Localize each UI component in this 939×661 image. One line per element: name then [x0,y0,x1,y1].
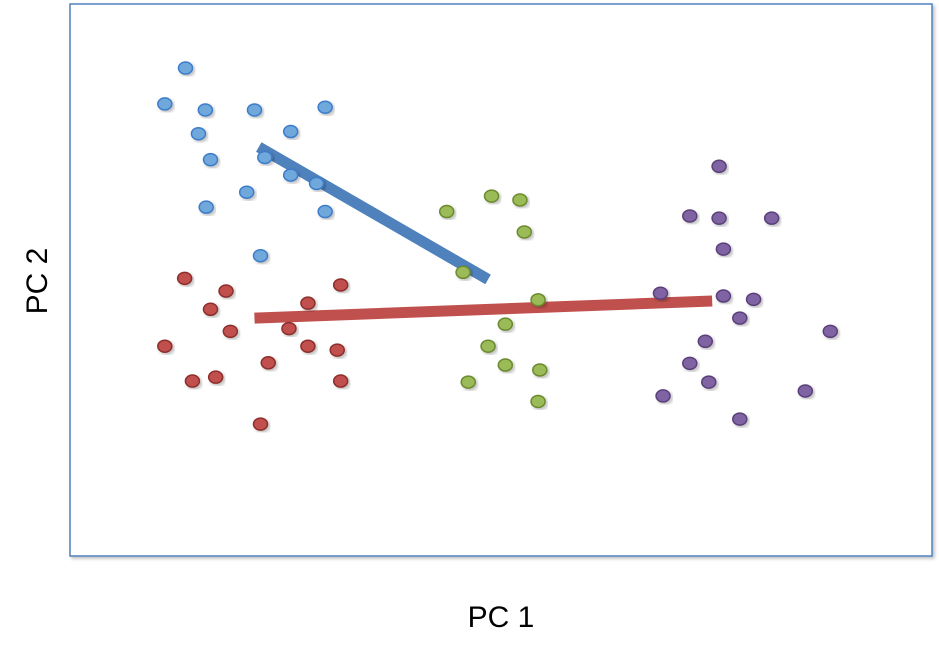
data-point [308,176,325,191]
data-point [745,292,762,307]
data-points [157,61,839,431]
data-point [682,209,698,223]
data-point [252,248,269,263]
data-point [532,363,548,377]
data-point [797,384,814,398]
data-point [282,124,299,139]
data-point [655,389,671,403]
data-point [177,61,194,75]
series-2 [157,271,349,431]
data-point [460,375,476,389]
data-point [317,204,333,219]
data-point [281,321,297,336]
data-point [317,100,333,114]
data-point [202,302,219,317]
data-point [257,150,273,165]
data-point [300,296,316,310]
data-point [530,394,546,409]
data-point [652,286,669,300]
data-point [252,417,269,431]
data-point [190,126,207,141]
data-point [700,375,717,389]
trend-lines [254,142,713,324]
data-point [455,265,471,280]
data-point [157,339,173,353]
data-point [176,271,193,286]
data-point [282,168,299,182]
data-point [198,200,214,214]
data-point [480,339,496,353]
data-point [530,293,546,307]
data-point [822,324,839,339]
data-point [332,374,349,388]
data-point [715,242,732,256]
data-point [238,185,255,199]
data-point [497,358,514,372]
data-point [682,356,698,371]
data-point [246,103,263,117]
series-3 [438,189,548,409]
data-point [222,324,239,339]
data-point [732,412,748,426]
data-point [711,211,727,225]
data-point [329,343,345,357]
data-point [516,225,533,239]
data-point [207,370,224,384]
data-point [763,211,780,225]
series-1 [157,61,333,263]
data-point [157,97,173,111]
data-point [300,339,316,353]
data-point [438,204,455,219]
data-point [332,278,349,292]
data-point [715,289,732,303]
data-point [732,311,748,325]
data-point [512,193,528,207]
data-point [260,356,277,370]
data-point [184,374,201,388]
data-point [711,159,727,174]
data-point [197,103,214,117]
data-point [202,152,219,167]
trend-line-1 [256,142,491,285]
trend-line-2 [254,295,713,324]
data-point [497,317,514,331]
data-point [483,189,500,203]
data-point [218,284,234,298]
series-4 [652,159,839,426]
y-axis-label: PC 2 [21,248,54,315]
x-axis-label: PC 1 [468,601,535,634]
data-point [697,334,714,349]
plot-frame [69,3,933,557]
